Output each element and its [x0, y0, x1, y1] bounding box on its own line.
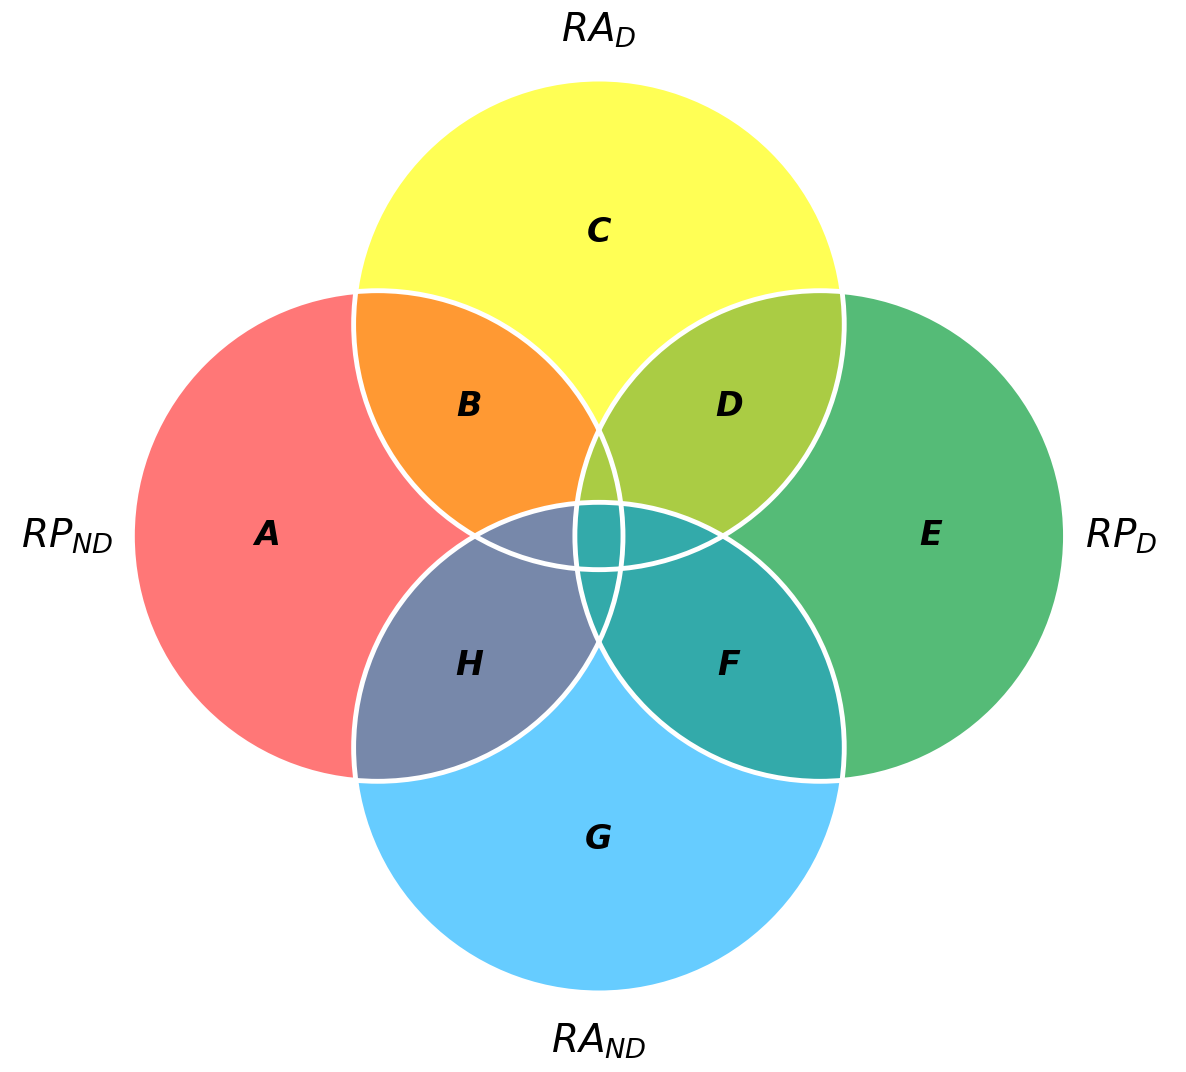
Circle shape: [353, 503, 844, 993]
Text: $\mathit{RA}_{ND}$: $\mathit{RA}_{ND}$: [551, 1022, 646, 1061]
Text: H: H: [455, 650, 483, 683]
Circle shape: [133, 291, 623, 781]
Text: $\mathit{RP}_{ND}$: $\mathit{RP}_{ND}$: [20, 517, 113, 555]
Circle shape: [353, 79, 844, 569]
Text: G: G: [585, 822, 613, 855]
Text: $\mathit{RP}_{D}$: $\mathit{RP}_{D}$: [1085, 517, 1156, 555]
Polygon shape: [353, 291, 623, 569]
Text: C: C: [587, 217, 611, 250]
Polygon shape: [575, 291, 844, 569]
Polygon shape: [575, 503, 844, 781]
Circle shape: [575, 291, 1065, 781]
Text: $\mathit{RA}_{D}$: $\mathit{RA}_{D}$: [561, 11, 637, 50]
Text: E: E: [919, 520, 942, 552]
Polygon shape: [353, 503, 623, 781]
Text: A: A: [254, 520, 280, 552]
Text: F: F: [718, 650, 740, 683]
Text: B: B: [457, 389, 482, 422]
Text: D: D: [715, 389, 742, 422]
